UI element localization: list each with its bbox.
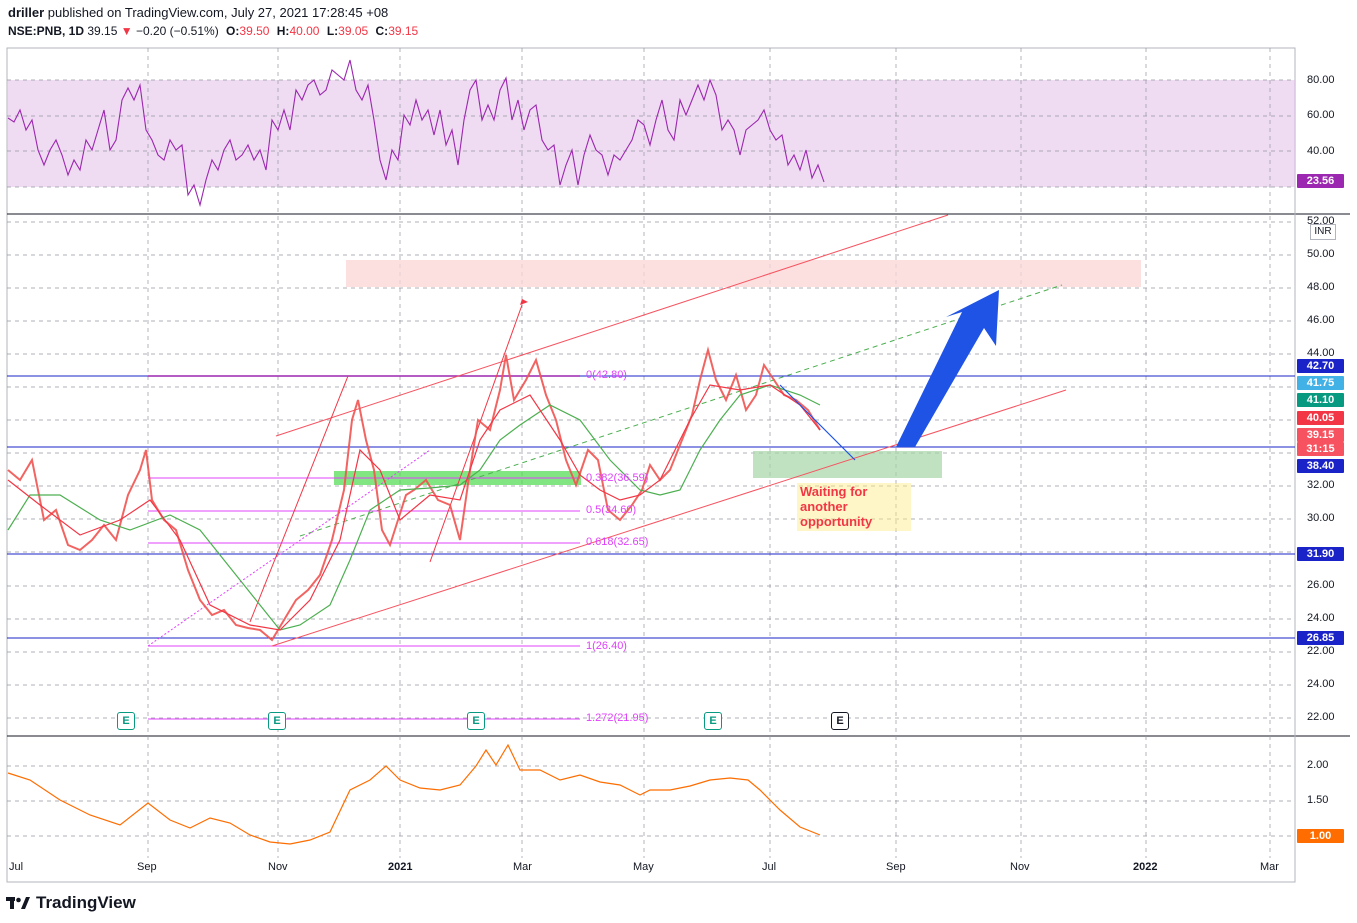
price-tick: 22.00 bbox=[1307, 711, 1335, 723]
price-tick: 46.00 bbox=[1307, 314, 1335, 326]
price-tag-38-40: 38.40 bbox=[1297, 459, 1344, 473]
rsi-tick: 60.00 bbox=[1307, 109, 1335, 121]
time-tick: Sep bbox=[886, 861, 906, 873]
channel-mid[interactable] bbox=[299, 284, 1063, 537]
channel-upper[interactable] bbox=[275, 214, 949, 437]
big-up-arrow-icon[interactable] bbox=[896, 290, 999, 447]
price-tick: 32.00 bbox=[1307, 479, 1335, 491]
publish-info: driller published on TradingView.com, Ju… bbox=[8, 5, 388, 20]
price-tag-26-85: 26.85 bbox=[1297, 631, 1344, 645]
fib-label: 0.5(34.60) bbox=[586, 504, 637, 516]
fib-retracement[interactable] bbox=[148, 375, 580, 720]
tradingview-logo[interactable]: TradingView bbox=[6, 891, 136, 915]
rsi-tick: 40.00 bbox=[1307, 145, 1335, 157]
time-tick: Mar bbox=[513, 861, 532, 873]
rsi-tick: 80.00 bbox=[1307, 74, 1335, 86]
high-label: H: bbox=[276, 24, 290, 38]
price-tick: 30.00 bbox=[1307, 512, 1335, 524]
indicator-tick: 2.00 bbox=[1307, 759, 1329, 771]
support-zone bbox=[753, 451, 942, 478]
time-tick: May bbox=[633, 861, 654, 873]
price-tag-39-15: 39.15 bbox=[1297, 428, 1344, 442]
down-triangle-icon: ▼ bbox=[120, 24, 133, 38]
last-price: 39.15 bbox=[87, 24, 118, 38]
high-value: 40.00 bbox=[289, 24, 320, 38]
price-tag-42-70: 42.70 bbox=[1297, 359, 1344, 373]
open-label: O: bbox=[226, 24, 240, 38]
indicator-tick: 1.50 bbox=[1307, 794, 1329, 806]
countdown-tag: 31:15 bbox=[1297, 442, 1344, 456]
time-tick: 2021 bbox=[388, 861, 413, 873]
price-tag-41-75: 41.75 bbox=[1297, 376, 1344, 390]
price-tag-31-90: 31.90 bbox=[1297, 547, 1344, 561]
time-tick: Nov bbox=[1010, 861, 1030, 873]
low-label: L: bbox=[326, 24, 339, 38]
time-tick: Sep bbox=[137, 861, 157, 873]
symbol-name[interactable]: NSE:PNB, 1D bbox=[8, 24, 85, 38]
price-change: −0.20 (−0.51%) bbox=[135, 24, 219, 38]
fib-label: 0.382(36.59) bbox=[586, 472, 649, 484]
fib-label: 0.618(32.65) bbox=[586, 536, 649, 548]
ma-red bbox=[7, 384, 821, 631]
rsi-band bbox=[7, 80, 1295, 187]
rsi-value-tag: 23.56 bbox=[1297, 174, 1344, 188]
indicator-value-tag: 1.00 bbox=[1297, 829, 1344, 843]
impulse-arrow-1[interactable] bbox=[249, 375, 349, 623]
price-gridlines bbox=[7, 79, 1295, 837]
chart-canvas[interactable] bbox=[0, 45, 1357, 885]
publish-text: published on TradingView.com, July 27, 2… bbox=[47, 5, 389, 20]
earnings-badge[interactable]: E bbox=[117, 712, 135, 730]
ma-green bbox=[7, 384, 821, 631]
earnings-badge[interactable]: E bbox=[704, 712, 722, 730]
note-text: Waiting for another opportunity bbox=[800, 484, 873, 529]
price-tick: 24.00 bbox=[1307, 678, 1335, 690]
arrowhead-icon bbox=[520, 299, 528, 305]
target-zone bbox=[346, 260, 1141, 287]
earnings-badge-upcoming[interactable]: E bbox=[831, 712, 849, 730]
close-value: 39.15 bbox=[388, 24, 419, 38]
time-tick: Jul bbox=[9, 861, 24, 873]
price-tag-41-10: 41.10 bbox=[1297, 393, 1344, 407]
candlestick-series[interactable] bbox=[7, 346, 821, 642]
price-tick: 24.00 bbox=[1307, 612, 1335, 624]
brand-name: TradingView bbox=[36, 893, 136, 912]
currency-button[interactable]: INR bbox=[1310, 224, 1336, 240]
time-tick: 2022 bbox=[1133, 861, 1158, 873]
low-value: 39.05 bbox=[338, 24, 369, 38]
tradingview-logo-icon bbox=[6, 897, 30, 909]
fib-label: 1(26.40) bbox=[586, 640, 627, 652]
fib-label: 1.272(21.95) bbox=[586, 712, 649, 724]
trend-dotted[interactable] bbox=[147, 449, 431, 647]
price-tick: 22.00 bbox=[1307, 645, 1335, 657]
rsi-line bbox=[7, 59, 825, 208]
price-tick: 26.00 bbox=[1307, 579, 1335, 591]
author-name[interactable]: driller bbox=[8, 5, 45, 20]
time-tick: Mar bbox=[1260, 861, 1279, 873]
projection-line[interactable] bbox=[779, 384, 856, 461]
annotation-note[interactable]: Waiting for another opportunity bbox=[797, 483, 911, 531]
earnings-badge[interactable]: E bbox=[467, 712, 485, 730]
close-label: C: bbox=[375, 24, 389, 38]
symbol-legend: NSE:PNB, 1D 39.15 ▼ −0.20 (−0.51%) O:39.… bbox=[8, 24, 418, 38]
price-tag-40-05: 40.05 bbox=[1297, 411, 1344, 425]
indicator-line bbox=[7, 743, 821, 845]
open-value: 39.50 bbox=[239, 24, 270, 38]
fib-label: 0(42.80) bbox=[586, 369, 627, 381]
channel-lower[interactable] bbox=[271, 389, 1067, 647]
time-tick: Nov bbox=[268, 861, 288, 873]
earnings-badge[interactable]: E bbox=[268, 712, 286, 730]
price-tick: 44.00 bbox=[1307, 347, 1335, 359]
price-tick: 48.00 bbox=[1307, 281, 1335, 293]
price-tick: 50.00 bbox=[1307, 248, 1335, 260]
time-tick: Jul bbox=[762, 861, 777, 873]
